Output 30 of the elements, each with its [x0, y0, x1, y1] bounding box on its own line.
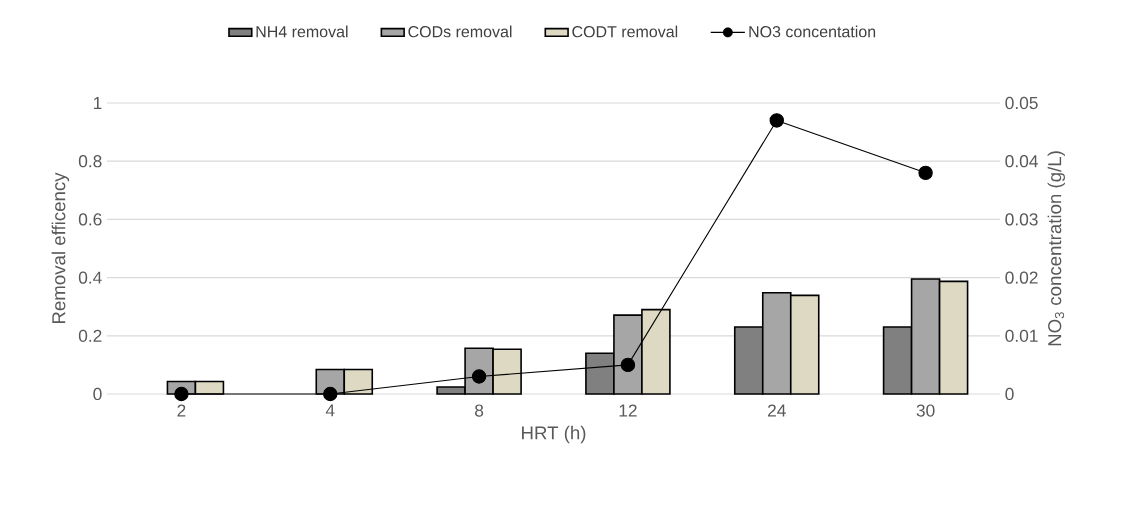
legend-label: CODT removal: [572, 25, 678, 38]
point: [620, 357, 636, 373]
y2-tick-label: 0.04: [1005, 155, 1038, 168]
legend-label: NO3 concentation: [749, 25, 876, 38]
point: [174, 386, 189, 402]
y2-axis-title: NO$_{3}$ concentration (g/L): [1047, 151, 1065, 346]
y-tick-label: 1: [93, 97, 102, 109]
y-tick-label: 0.8: [78, 155, 102, 168]
x-tick-label: 8: [475, 404, 484, 417]
y2-tick-label: 0.05: [1005, 96, 1038, 110]
x-axis-title: HRT (h): [522, 425, 586, 444]
y2-tick-label: 0: [1005, 387, 1014, 401]
y2-tick-label: 0.01: [1005, 329, 1038, 342]
y-tick-label: 0.2: [78, 329, 102, 342]
x-tick-label: 12: [619, 404, 637, 417]
y-tick-label: 0: [93, 387, 102, 401]
y-tick-label: 0.6: [78, 213, 102, 226]
legend-label: CODs removal: [408, 25, 512, 38]
x-tick-label: 2: [177, 404, 186, 417]
x-tick-label: 24: [767, 404, 786, 417]
point: [769, 113, 784, 128]
y-tick-label: 0.4: [78, 271, 102, 284]
point: [918, 165, 933, 181]
legend-label: NH4 removal: [256, 25, 348, 38]
y2-tick-label: 0.02: [1005, 271, 1038, 284]
y-axis-title: Removal efficency: [51, 172, 70, 324]
y2-tick-label: 0.03: [1005, 213, 1038, 226]
point: [323, 386, 338, 402]
x-tick-label: 4: [325, 404, 335, 417]
x-tick-label: 30: [916, 404, 935, 417]
